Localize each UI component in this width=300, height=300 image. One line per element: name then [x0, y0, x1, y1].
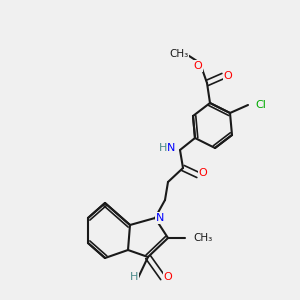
Text: CH₃: CH₃ — [193, 233, 212, 243]
Text: N: N — [167, 143, 175, 153]
Text: O: O — [164, 272, 172, 282]
Text: O: O — [199, 168, 207, 178]
Text: O: O — [224, 71, 232, 81]
Text: O: O — [194, 61, 202, 71]
Text: N: N — [156, 213, 164, 223]
Text: H: H — [130, 272, 138, 282]
Text: H: H — [159, 143, 167, 153]
Text: Cl: Cl — [255, 100, 266, 110]
Text: CH₃: CH₃ — [169, 49, 189, 59]
